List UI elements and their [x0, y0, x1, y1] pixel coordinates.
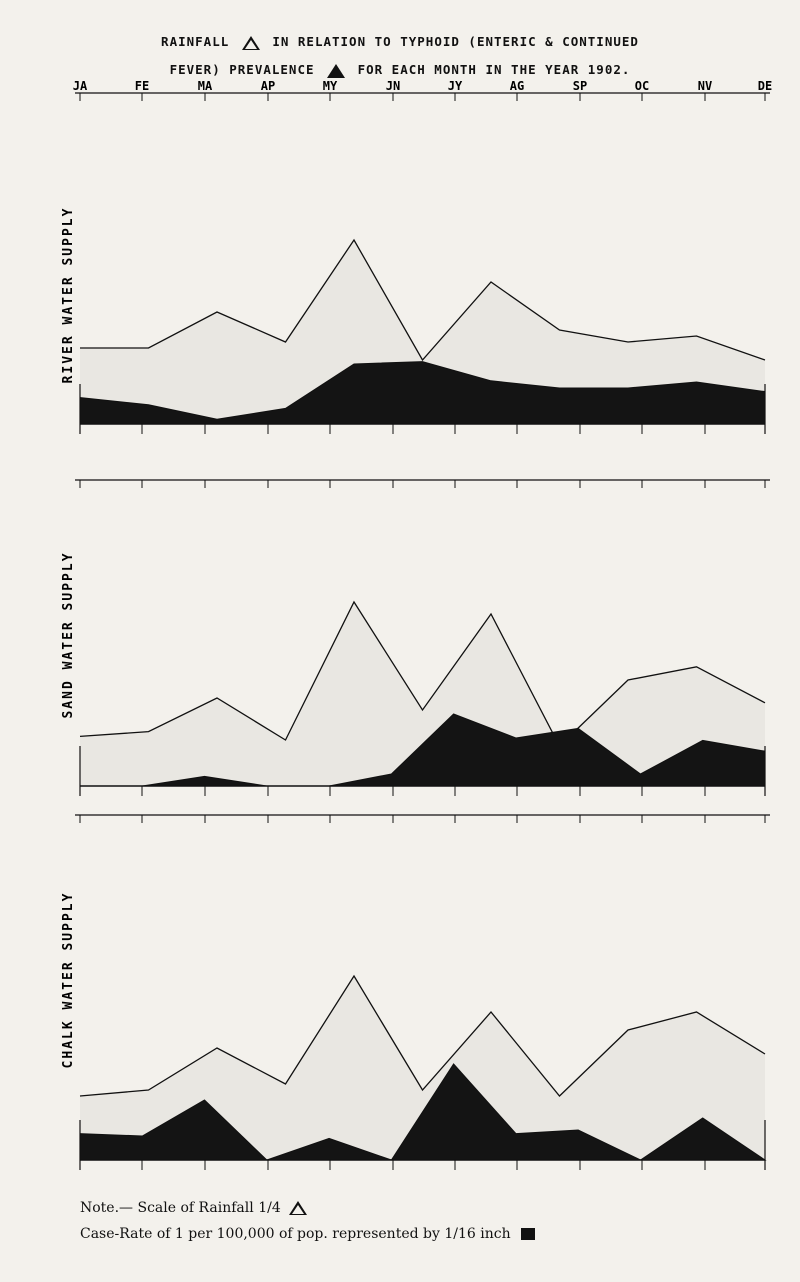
month-label-fe: FE [135, 79, 149, 93]
month-label-sp: SP [573, 79, 587, 93]
note-rainfall-scale-text: Scale of Rainfall [137, 1200, 254, 1216]
note-case-rate: Case-Rate of 1 per 100,000 of pop. repre… [80, 1226, 536, 1242]
note-rainfall-fraction: 1/4 [258, 1200, 281, 1216]
month-label-nv: NV [698, 79, 712, 93]
panel-3-typhoid-area [79, 1063, 767, 1161]
month-label-de: DE [758, 79, 772, 93]
month-label-ja: JA [73, 79, 88, 93]
panel-1-rainfall-line [80, 238, 766, 362]
month-label-my: MY [323, 79, 338, 93]
panel-2-ylabel: Sand Water Supply [61, 551, 76, 718]
title-line2-rest: for each month in the year 1902. [357, 62, 631, 77]
typhoid-triangle-icon [327, 63, 346, 78]
month-label-oc: OC [635, 79, 649, 93]
month-label-ma: MA [198, 79, 213, 93]
note-case-rate-text: Case-Rate of 1 per 100,000 of pop. repre… [80, 1226, 440, 1242]
rainfall-triangle-icon [241, 35, 260, 50]
month-label-ag: AG [510, 79, 524, 93]
chart-title-line2: fever) prevalence for each month in the … [0, 62, 800, 78]
panel-3-rainfall-area [80, 976, 765, 1160]
title-line1-rest: in relation to typhoid (enteric & contin… [272, 34, 639, 49]
title-rainfall-word: Rainfall [161, 34, 230, 49]
note-rainfall-scale: Note.— Scale of Rainfall 1/4 [80, 1200, 311, 1216]
month-label-ap: AP [261, 79, 275, 93]
rainfall-scale-icon [289, 1201, 308, 1215]
panel-3-ylabel: Chalk Water Supply [61, 892, 76, 1069]
panel-2-rainfall-line [79, 600, 766, 748]
panel-1-typhoid-area [79, 361, 766, 425]
note-prefix: Note.— [80, 1200, 134, 1216]
month-label-jn: JN [386, 79, 400, 93]
panel-2-typhoid-area [80, 713, 766, 787]
panel-1-ylabel: River Water Supply [61, 207, 76, 384]
title-fever-prevalence: fever) prevalence [169, 62, 315, 77]
panel-3-rainfall-line [79, 974, 766, 1097]
month-label-jy: JY [448, 79, 463, 93]
note-case-rate-fraction: 1/16 [444, 1226, 476, 1242]
note-case-rate-unit: inch [480, 1226, 511, 1242]
case-rate-swatch-icon [521, 1228, 536, 1240]
panel-1-rainfall-area [80, 240, 765, 424]
chart-title-line1: Rainfall in relation to typhoid (enteric… [0, 34, 800, 50]
